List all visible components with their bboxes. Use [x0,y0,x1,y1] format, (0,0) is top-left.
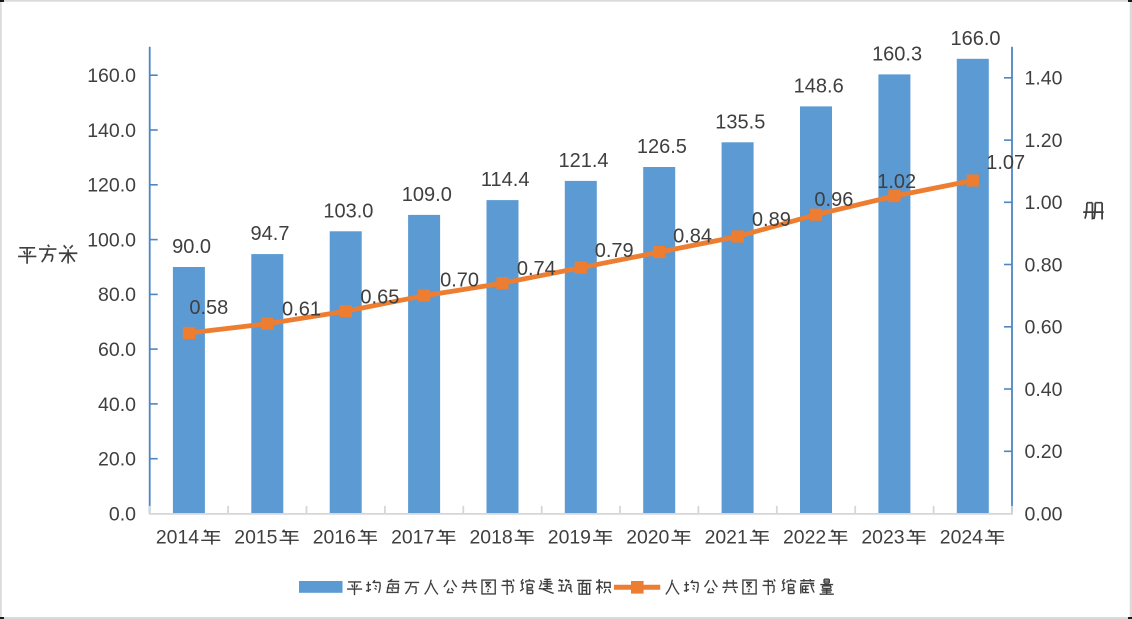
svg-text:2021: 2021 [705,527,748,549]
svg-text:0.61: 0.61 [282,298,321,320]
svg-text:90.0: 90.0 [172,236,211,258]
svg-text:0.84: 0.84 [673,226,712,248]
svg-text:1.40: 1.40 [1025,68,1063,90]
svg-text:1.02: 1.02 [877,171,916,193]
svg-text:160.3: 160.3 [872,43,922,65]
svg-text:94.7: 94.7 [251,223,290,245]
svg-text:140.0: 140.0 [87,120,136,142]
svg-text:135.5: 135.5 [715,111,765,133]
svg-text:2018: 2018 [470,527,513,549]
svg-text:0.80: 0.80 [1025,254,1063,276]
svg-text:0.70: 0.70 [440,269,479,291]
svg-text:0.0: 0.0 [109,503,136,525]
svg-text:120.0: 120.0 [87,175,136,197]
svg-text:2015: 2015 [234,527,277,549]
svg-text:0.40: 0.40 [1025,379,1063,401]
svg-text:2014: 2014 [156,527,199,549]
svg-text:2024: 2024 [940,527,983,549]
svg-text:40.0: 40.0 [98,394,136,416]
svg-text:0.60: 0.60 [1025,317,1063,339]
svg-text:148.6: 148.6 [794,75,844,97]
svg-text:0.00: 0.00 [1025,503,1063,525]
svg-text:0.65: 0.65 [360,287,399,309]
svg-text:1.07: 1.07 [986,152,1025,174]
svg-text:2020: 2020 [626,527,669,549]
svg-text:166.0: 166.0 [950,28,1000,50]
svg-text:20.0: 20.0 [98,449,136,471]
svg-text:60.0: 60.0 [98,339,136,361]
svg-text:2017: 2017 [391,527,434,549]
svg-text:1.20: 1.20 [1025,130,1063,152]
svg-text:2023: 2023 [861,527,904,549]
svg-text:0.20: 0.20 [1025,441,1063,463]
svg-text:0.96: 0.96 [814,189,853,211]
svg-text:121.4: 121.4 [558,150,608,172]
svg-text:109.0: 109.0 [402,184,452,206]
svg-text:126.5: 126.5 [637,136,687,158]
svg-text:100.0: 100.0 [87,230,136,252]
svg-text:0.79: 0.79 [595,240,634,262]
svg-text:2022: 2022 [783,527,826,549]
svg-text:2019: 2019 [548,527,591,549]
svg-text:2016: 2016 [313,527,356,549]
svg-text:80.0: 80.0 [98,284,136,306]
svg-text:114.4: 114.4 [481,169,530,191]
svg-text:160.0: 160.0 [87,65,136,87]
svg-text:0.89: 0.89 [752,209,791,231]
svg-text:0.58: 0.58 [189,297,228,319]
svg-text:1.00: 1.00 [1025,192,1063,214]
svg-text:103.0: 103.0 [323,200,373,222]
svg-text:0.74: 0.74 [517,258,556,280]
